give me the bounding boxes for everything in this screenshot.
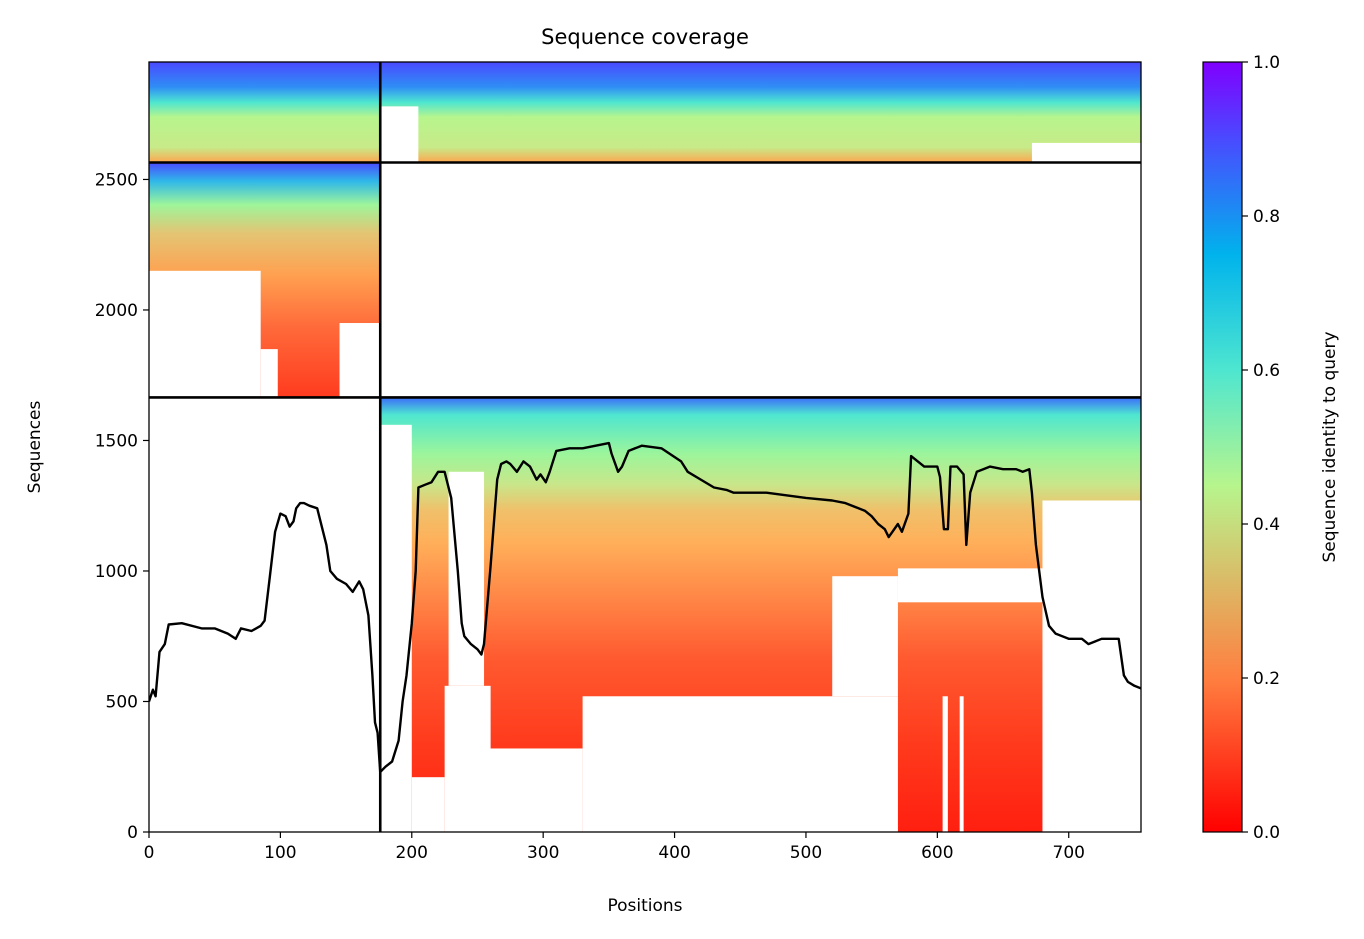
y-tick-label: 1500 [95, 431, 138, 451]
y-axis-ticks: 0 500 1000 1500 2000 2500 [95, 170, 149, 843]
x-tick-label: 400 [658, 843, 690, 863]
colorbar-label: Sequence identity to query [1320, 331, 1340, 562]
coverage-heatmap [149, 62, 1141, 832]
colorbar-ticks: 0.0 0.2 0.4 0.6 0.8 1.0 [1242, 53, 1280, 843]
coverage-line-layer [149, 441, 1141, 774]
uncovered-region [380, 424, 412, 832]
x-tick-label: 100 [264, 843, 296, 863]
colorbar-tick-label: 0.0 [1253, 823, 1280, 843]
plot-frame [148, 61, 1142, 833]
uncovered-region [832, 576, 898, 697]
x-tick-label: 0 [144, 843, 155, 863]
uncovered-region [149, 270, 261, 398]
y-tick-label: 2500 [95, 170, 138, 190]
colorbar-tick-label: 0.2 [1253, 669, 1280, 689]
colorbar-tick-label: 1.0 [1253, 53, 1280, 73]
top-block [149, 62, 1141, 163]
uncovered-region [1042, 500, 1141, 832]
colorbar-tick-label: 0.8 [1253, 207, 1280, 227]
x-tick-label: 600 [921, 843, 953, 863]
y-axis-label: Sequences [25, 401, 45, 494]
uncovered-region [411, 777, 445, 832]
uncovered-region [484, 748, 583, 832]
uncovered-region [897, 568, 1043, 603]
colorbar-tick-label: 0.4 [1253, 515, 1280, 535]
uncovered-region [444, 685, 491, 832]
y-tick-label: 500 [106, 692, 138, 712]
uncovered-region [448, 471, 485, 686]
uncovered-region [380, 106, 419, 163]
uncovered-stripe [942, 696, 948, 832]
x-axis-label: Positions [607, 896, 682, 916]
x-tick-label: 700 [1053, 843, 1085, 863]
x-axis-ticks: 0 100 200 300 400 500 600 700 [144, 832, 1085, 863]
uncovered-region [260, 349, 278, 398]
colorbar-tick-label: 0.6 [1253, 361, 1280, 381]
x-tick-label: 200 [396, 843, 428, 863]
x-tick-label: 300 [527, 843, 559, 863]
uncovered-region [582, 696, 898, 832]
colorbar-gradient [1203, 62, 1242, 832]
coverage-line [149, 441, 1141, 774]
x-tick-label: 500 [790, 843, 822, 863]
y-tick-label: 2000 [95, 301, 138, 321]
uncovered-region [339, 323, 381, 398]
block-boundaries [149, 62, 1141, 832]
uncovered-region [1031, 142, 1141, 163]
uncovered-stripe [959, 696, 964, 832]
chart-title: Sequence coverage [541, 25, 749, 49]
y-tick-label: 1000 [95, 562, 138, 582]
colorbar-frame [1202, 61, 1243, 833]
y-tick-label: 0 [127, 823, 138, 843]
